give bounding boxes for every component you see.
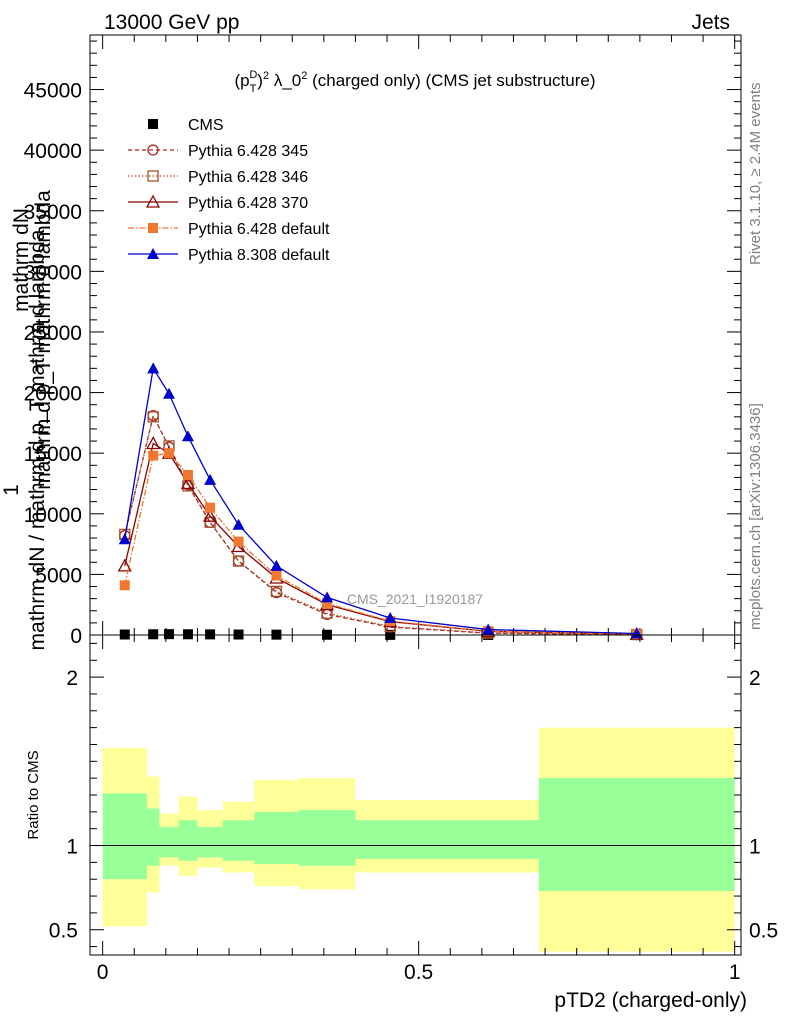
legend-label: CMS [188,117,224,134]
ylabel-line3: 1 [0,484,23,496]
ratio-band-green [538,778,735,891]
legend-marker [147,248,159,259]
xtick-label: 0 [97,961,109,984]
ratio-band-green [254,811,299,865]
legend-marker [147,170,159,182]
data-point [482,623,495,635]
data-point [148,629,159,640]
data-point [147,362,160,374]
analysis-watermark: CMS_2021_I1920187 [347,591,483,607]
data-point [182,629,193,640]
data-point [204,516,216,528]
legend-label: Pythia 6.428 default [188,221,330,238]
data-point [164,629,175,640]
data-point [147,411,159,423]
ratio-band-green [159,827,179,858]
ratio-band-green [355,820,432,859]
xtick-label: 1 [729,961,741,984]
data-point [164,448,175,459]
main-axis-ticks: 0 5000 10000 15000 20000 25000 30000 35000 40000… [24,35,741,648]
data-point [321,591,334,603]
main-curves [117,362,644,641]
ratio-band-green [298,810,356,866]
series-line [124,413,637,636]
ratio-band-green [197,827,223,858]
series-line [124,452,637,635]
data-point [322,598,333,609]
data-point [204,473,217,485]
legend: CMS Pythia 6.428 345 Pythia 6.428 346 Pythi… [128,117,330,264]
ratio-ylabel: Ratio to CMS [25,750,42,839]
legend-label: Pythia 6.428 346 [188,169,308,186]
data-point [119,580,130,591]
ratio-band-green [431,820,539,859]
ratio-band-green [146,808,160,866]
main-ytick-label: 45000 [24,80,82,103]
data-point [270,585,283,598]
ratio-ytick-label-right: 0.5 [749,920,778,943]
ylabel-line1: mathrm dN [10,208,33,312]
data-point [233,536,244,547]
header-right: Jets [691,11,730,34]
ratio-bands [90,727,741,952]
mcplots-label: mcplots.cern.ch [arXiv:1306.3436] [747,403,764,630]
rivet-version-label: Rivet 3.1.10, ≥ 2.4M events [747,83,764,266]
xtick-label: 0.5 [404,961,433,984]
main-ytick-label: 40000 [24,140,82,163]
data-point [232,518,245,530]
ratio-panel: 0.5 0.5 1 1 2 2 0 0.5 1 [49,634,778,984]
ratio-ytick-label: 2 [66,667,78,690]
ratio-ytick-label-right: 1 [749,836,761,859]
main-panel: 0 5000 10000 15000 20000 25000 30000 35000 40000… [24,34,742,648]
ratio-ytick-label: 1 [66,836,78,859]
data-point [180,476,196,490]
legend-marker [145,194,161,208]
data-point [232,555,245,567]
data-point [182,470,193,480]
x-axis-label: pTD2 (charged-only) [554,989,747,1012]
main-ytick-label: 25000 [24,322,82,345]
series-4 [119,448,642,640]
main-ytick-label: 30000 [24,261,82,284]
data-point [384,612,397,624]
data-point [117,558,132,572]
ratio-ytick-label: 0.5 [49,920,78,943]
main-ytick-label: 5000 [35,564,82,587]
main-ytick-label: 15000 [24,443,82,466]
main-y-axis-label: mathrm dN mathrm d p_T mathrm d lambda 1… [0,190,55,651]
legend-label: Pythia 6.428 370 [188,195,308,212]
data-point [205,502,216,513]
ratio-ytick-label-right: 2 [749,667,761,690]
ratio-frame [89,634,742,956]
data-point [163,387,176,399]
main-ytick-label: 0 [70,625,82,648]
ylabel-line4: mathrm dN / mathrm d p_T mathrm d lambda [26,229,49,650]
legend-marker [148,223,158,233]
data-point [146,436,161,450]
data-point [181,430,194,442]
data-point [205,629,216,640]
legend-marker [147,144,159,156]
main-ytick-label: 35000 [24,201,82,224]
legend-label: Pythia 8.308 default [188,247,330,264]
data-point [148,450,159,461]
data-point [232,555,245,567]
main-ytick-label: 20000 [24,383,82,406]
ylabel-line2: mathrm d p_T mathrm d lambda [32,190,55,490]
series-3 [117,436,644,640]
header-left: 13000 GeV pp [104,11,239,34]
legend-marker [148,119,158,129]
data-point [270,559,283,571]
data-point [271,570,282,581]
data-point [202,508,218,522]
data-point [118,533,131,545]
main-ytick-label: 10000 [24,504,82,527]
ratio-band-green [102,793,147,880]
legend-label: Pythia 6.428 345 [188,143,308,160]
ratio-band-green [178,820,198,861]
plot-title: (pTD)2 λ_02 (charged only) (CMS jet subs… [234,69,595,95]
ratio-axis-ticks: 0.5 0.5 1 1 2 2 0 0.5 1 [49,635,778,984]
ratio-band-green [222,820,255,861]
